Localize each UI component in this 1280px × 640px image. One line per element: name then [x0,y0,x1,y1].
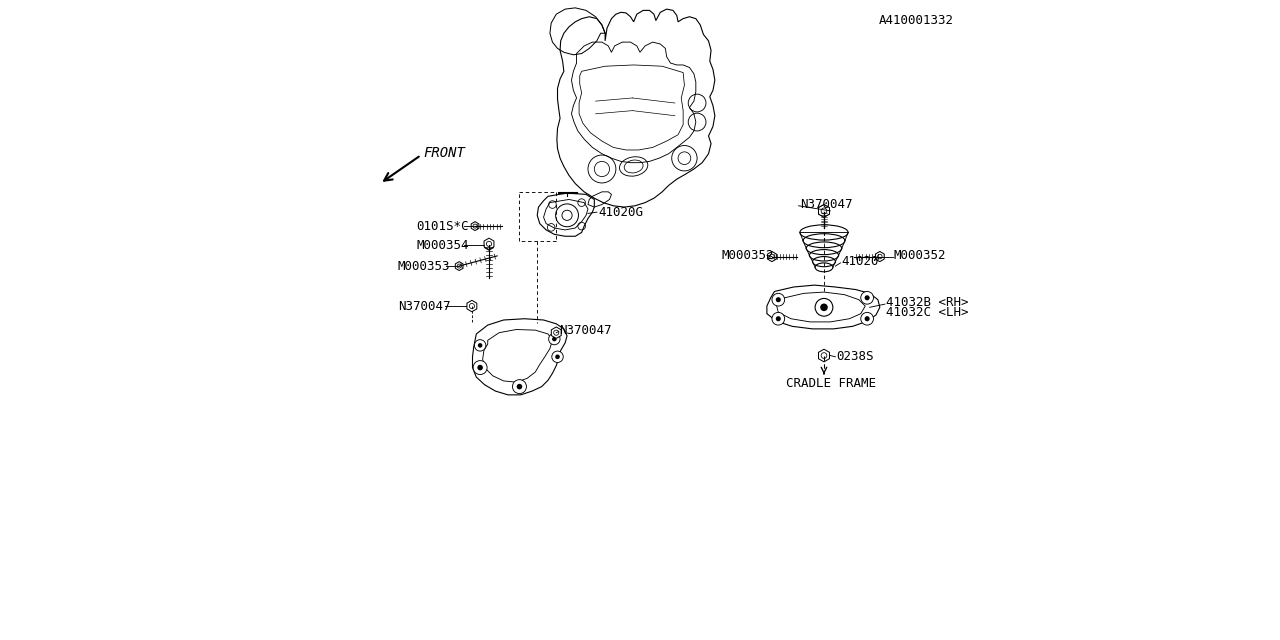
Polygon shape [456,262,463,271]
Circle shape [815,298,833,316]
Circle shape [477,365,483,371]
Text: N370047: N370047 [800,198,852,211]
Circle shape [477,343,483,348]
Polygon shape [876,252,884,262]
Circle shape [512,380,526,394]
Circle shape [556,355,559,359]
Circle shape [860,312,873,325]
Polygon shape [467,300,477,312]
Text: 41020: 41020 [842,255,879,268]
Circle shape [474,360,488,374]
Text: M000352: M000352 [721,249,773,262]
Circle shape [517,384,522,389]
Polygon shape [818,349,829,362]
Circle shape [772,312,785,325]
Circle shape [776,297,781,302]
Text: 41032C <LH>: 41032C <LH> [886,306,969,319]
Text: CRADLE FRAME: CRADLE FRAME [786,377,876,390]
Text: 0101S*C: 0101S*C [417,220,470,232]
Polygon shape [818,205,829,217]
Circle shape [776,316,781,321]
Polygon shape [484,238,494,250]
Polygon shape [485,240,493,250]
Text: M000352: M000352 [893,249,946,262]
Circle shape [864,316,869,321]
Circle shape [552,337,557,341]
Text: A410001332: A410001332 [879,14,954,27]
Polygon shape [768,252,777,262]
Text: N370047: N370047 [398,300,451,312]
Text: 41032B <RH>: 41032B <RH> [886,296,969,308]
Circle shape [552,351,563,362]
Circle shape [549,333,561,345]
Polygon shape [818,205,829,217]
Circle shape [475,340,486,351]
Text: M000353: M000353 [398,260,451,273]
Circle shape [772,293,785,306]
Polygon shape [471,221,479,230]
Polygon shape [552,327,561,339]
Polygon shape [768,252,776,261]
Text: FRONT: FRONT [422,146,465,160]
Circle shape [820,303,828,311]
Circle shape [864,295,869,300]
Polygon shape [876,252,883,261]
Text: 0238S: 0238S [837,350,874,364]
Text: M000354: M000354 [417,239,470,252]
Text: 41020G: 41020G [598,205,643,219]
Text: N370047: N370047 [559,324,612,337]
Circle shape [860,291,873,304]
